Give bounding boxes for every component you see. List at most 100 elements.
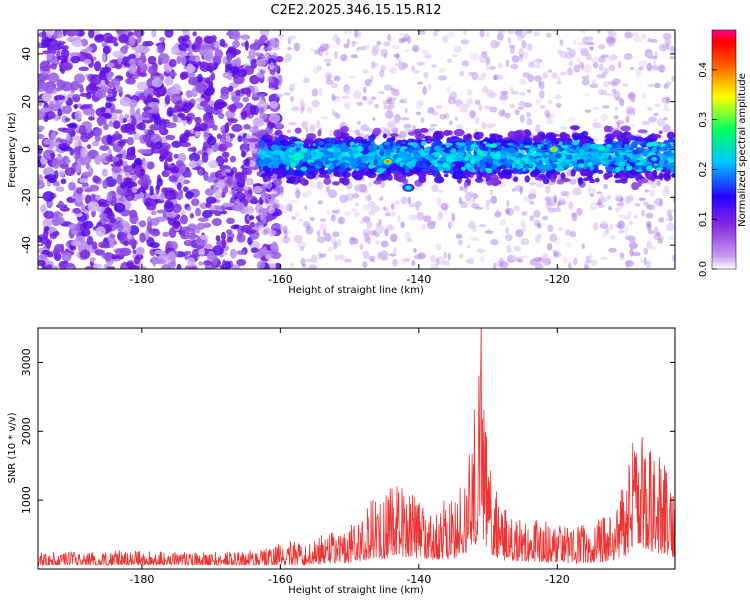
heatmap-cell (616, 202, 625, 207)
heatmap-cell (270, 163, 276, 169)
heatmap-cell (146, 204, 157, 211)
heatmap-cell (450, 147, 457, 154)
heatmap-cell (604, 161, 609, 166)
heatmap-cell (653, 226, 659, 236)
heatmap-cell (437, 164, 444, 170)
heatmap-cell (216, 133, 222, 140)
heatmap-cell (316, 181, 323, 190)
heatmap-cell (620, 125, 631, 132)
heatmap-cell (562, 256, 568, 264)
heatmap-cell (397, 60, 402, 65)
heatmap-cell (472, 192, 479, 200)
heatmap-cell (589, 202, 598, 211)
heatmap-cell (362, 95, 367, 101)
heatmap-cell (656, 235, 665, 241)
heatmap-cell (589, 46, 594, 50)
heatmap-cell (608, 223, 613, 231)
heatmap-cell (346, 38, 351, 46)
heatmap-cell (126, 232, 132, 240)
heatmap-cell (448, 143, 453, 146)
heatmap-cell (457, 162, 465, 169)
heatmap-cell (559, 50, 569, 59)
heatmap-cell (670, 172, 675, 178)
x-tick-label: -140 (406, 573, 431, 586)
heatmap-cell (627, 151, 634, 155)
heatmap-cell (335, 37, 341, 46)
y-tick-label: -20 (20, 188, 33, 206)
heatmap-cell (114, 248, 126, 256)
heatmap-cell (420, 117, 425, 124)
heatmap-cell (482, 85, 489, 94)
heatmap-cell (151, 105, 160, 115)
heatmap-cell (661, 166, 667, 173)
heatmap-cell (277, 171, 286, 179)
heatmap-cell (203, 132, 209, 138)
heatmap-cell (471, 197, 476, 205)
heatmap-cell (279, 153, 285, 161)
heatmap-cell (237, 135, 243, 143)
heatmap-cell (243, 123, 251, 130)
heatmap-cell (392, 258, 398, 267)
heatmap-cell (147, 55, 157, 65)
heatmap-cell (517, 106, 524, 110)
heatmap-cell (39, 60, 51, 72)
heatmap-cell (53, 170, 59, 180)
heatmap-cell (624, 259, 634, 267)
heatmap-cell (418, 99, 424, 107)
heatmap-cell (293, 140, 302, 145)
heatmap-cell (533, 31, 540, 37)
heatmap-cell (490, 238, 499, 246)
heatmap-cell (301, 120, 309, 129)
heatmap-cell (272, 263, 277, 267)
heatmap-cell (496, 146, 503, 151)
heatmap-cell (353, 211, 360, 218)
heatmap-cell (634, 136, 644, 142)
heatmap-cell (599, 194, 605, 202)
heatmap-cell (438, 210, 442, 216)
heatmap-cell (227, 85, 234, 92)
heatmap-cell (221, 151, 230, 158)
heatmap-cell (225, 63, 232, 71)
heatmap-cell (560, 190, 570, 197)
heatmap-cell (112, 50, 124, 58)
heatmap-cell (443, 251, 447, 259)
heatmap-cell (191, 44, 197, 50)
heatmap-cell (231, 264, 241, 269)
heatmap-cell (259, 212, 263, 222)
heatmap-cell (225, 134, 231, 142)
heatmap-cell (499, 261, 509, 269)
heatmap-cell (226, 52, 233, 63)
heatmap-cell (79, 177, 89, 184)
heatmap-cell (74, 73, 86, 84)
heatmap-cell (667, 235, 675, 241)
heatmap-cell (108, 154, 114, 161)
heatmap-cell (408, 203, 417, 208)
heatmap-cell (617, 220, 625, 230)
heatmap-cell (670, 145, 675, 150)
heatmap-cell (388, 253, 397, 257)
heatmap-cell (108, 120, 113, 127)
heatmap-cell (265, 202, 274, 209)
heatmap-cell (644, 161, 652, 165)
heatmap-cell (442, 260, 451, 266)
heatmap-cell (272, 150, 282, 155)
heatmap-cell (305, 126, 309, 134)
heatmap-cell (49, 227, 57, 232)
heatmap-cell (497, 62, 503, 69)
heatmap-cell (138, 72, 148, 78)
heatmap-cell (179, 133, 189, 144)
heatmap-cell (385, 207, 389, 215)
heatmap-cell (524, 175, 531, 183)
heatmap-cell (90, 193, 97, 203)
heatmap-cell (481, 143, 487, 149)
heatmap-cell (625, 163, 631, 167)
heatmap-cell (495, 142, 502, 146)
heatmap-cell (327, 246, 334, 252)
heatmap-cell (496, 32, 504, 41)
heatmap-cell (294, 212, 300, 217)
heatmap-cell (187, 147, 197, 152)
heatmap-cell (354, 184, 363, 193)
heatmap-cell (267, 198, 273, 204)
heatmap-cell (106, 191, 113, 202)
heatmap-cell (326, 209, 330, 215)
